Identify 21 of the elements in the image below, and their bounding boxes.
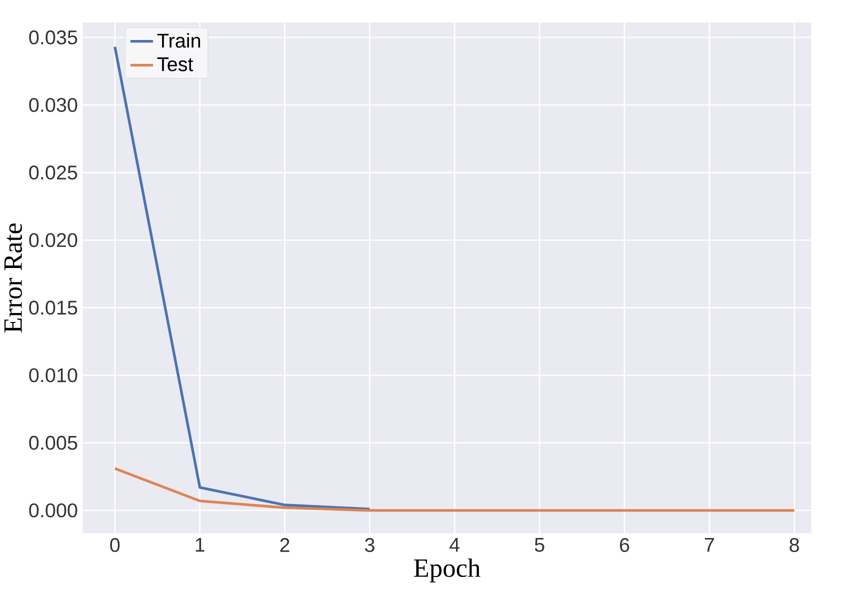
y-tick-label: 0.000 — [29, 503, 78, 518]
x-tick-label: 7 — [704, 538, 714, 552]
y-tick-label: 0.035 — [29, 30, 78, 44]
x-tick-label: 6 — [620, 538, 630, 552]
x-tick-label: 0 — [110, 538, 120, 552]
y-tick-label: 0.025 — [29, 165, 78, 180]
y-tick-label: 0.010 — [29, 368, 78, 382]
x-tick-label: 8 — [790, 538, 799, 552]
legend-label: Test — [157, 57, 194, 72]
x-tick-label: 2 — [280, 538, 290, 552]
y-tick-label: 0.005 — [29, 436, 78, 450]
y-tick-label: 0.015 — [29, 300, 78, 315]
x-tick-label: 4 — [450, 538, 460, 552]
y-axis-title: Error Rate — [4, 223, 22, 332]
y-tick-label: 0.030 — [29, 98, 78, 112]
x-tick-label: 5 — [534, 538, 544, 552]
x-tick-label: 1 — [196, 538, 204, 552]
y-tick-label: 0.020 — [29, 232, 78, 248]
legend-label: Train — [157, 33, 200, 48]
x-tick-label: 3 — [364, 538, 374, 552]
x-axis-title: Epoch — [414, 558, 480, 582]
